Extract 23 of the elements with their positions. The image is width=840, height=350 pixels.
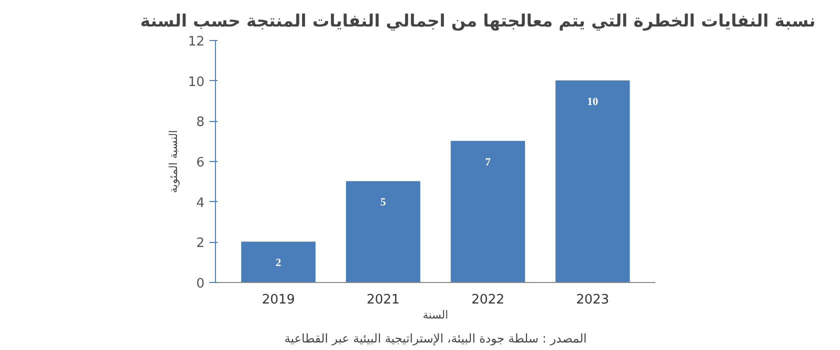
y-tick-label: 10 (188, 74, 205, 90)
data-label: 10 (587, 96, 599, 108)
x-tick-label: 2019 (262, 292, 295, 308)
bar (555, 80, 630, 282)
data-label: 7 (485, 156, 492, 168)
bar (346, 181, 420, 282)
y-tick-label: 0 (196, 276, 205, 292)
y-tick-label: 2 (196, 236, 205, 252)
x-tick-label: 2022 (471, 292, 504, 308)
y-tick-label: 12 (188, 34, 205, 50)
y-axis-title: النسبة المئوية (166, 130, 180, 193)
y-tick-label: 4 (196, 196, 205, 211)
x-tick-label: 2023 (576, 292, 610, 308)
text: المصدر : سلطة جودة البيئة، الإستراتيجية البيئية عبر القطاعية (284, 332, 587, 346)
data-label: 2 (276, 257, 282, 270)
data-label: 5 (380, 196, 386, 209)
chart-title: نسبة النفايات الخطرة التي يتم معالجتها من اجمالي النفايات المنتجة حسب السنة (140, 12, 816, 32)
x-axis-title: السنة (422, 308, 448, 322)
x-tick-label: 2021 (366, 292, 400, 308)
bar (241, 242, 316, 282)
y-tick-label: 8 (196, 115, 205, 130)
bar (450, 140, 526, 282)
y-tick-label: 6 (196, 156, 205, 170)
